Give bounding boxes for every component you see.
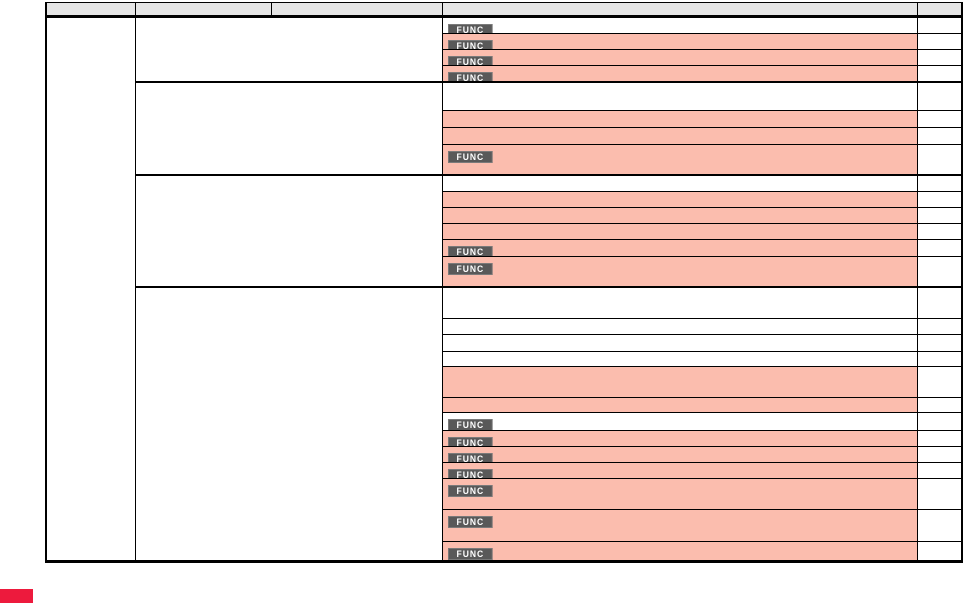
- page-number-cell: [918, 463, 961, 479]
- page-number-cell: [918, 479, 961, 510]
- header-cell-5: [918, 3, 961, 15]
- page-number-cell: [918, 288, 961, 319]
- table-body: FUNC FUNC FUNC FUNC FUNC FUNC FUNC FUNC FUNC FUNC…: [47, 18, 961, 560]
- table-row: FUNC: [443, 66, 918, 83]
- page-number-cell: [918, 224, 961, 240]
- page-number-cell: [918, 398, 961, 413]
- page-number-cell: [918, 257, 961, 288]
- page-number-cell: [918, 367, 961, 398]
- func-badge: FUNC: [448, 56, 493, 65]
- table-row: FUNC: [443, 18, 918, 34]
- header-cell-4: [443, 3, 918, 15]
- table-row: [443, 208, 918, 224]
- page-number-cell: [918, 111, 961, 128]
- section-cell-1: [136, 18, 443, 83]
- page-number-cell: [918, 50, 961, 66]
- left-column-cell: [47, 18, 136, 560]
- table-row: FUNC: [443, 145, 918, 176]
- table-row: [443, 335, 918, 352]
- page-number-cell: [918, 128, 961, 145]
- page-number-cell: [918, 18, 961, 34]
- table-row: [443, 176, 918, 192]
- func-badge: FUNC: [448, 485, 493, 497]
- page-number-cell: [918, 176, 961, 192]
- page-number-cell: [918, 319, 961, 335]
- page-number-cell: [918, 542, 961, 560]
- table-row: [443, 224, 918, 240]
- table-row: FUNC: [443, 463, 918, 479]
- header-cell-1: [47, 3, 136, 15]
- func-badge: FUNC: [448, 72, 493, 81]
- header-cell-2: [136, 3, 272, 15]
- header-cell-3: [272, 3, 443, 15]
- table-header: [47, 3, 961, 18]
- table-row: [443, 111, 918, 128]
- func-badge: FUNC: [448, 263, 493, 275]
- func-badge: FUNC: [448, 40, 493, 49]
- func-badge: FUNC: [448, 437, 493, 446]
- table-row: [443, 128, 918, 145]
- function-index-table: FUNC FUNC FUNC FUNC FUNC FUNC FUNC FUNC FUNC FUNC…: [45, 2, 963, 563]
- page-number-cell: [918, 83, 961, 111]
- page-number-cell: [918, 66, 961, 83]
- page-number-cell: [918, 145, 961, 176]
- func-badge: FUNC: [448, 548, 493, 560]
- page-number-cell: [918, 413, 961, 431]
- page-number-cell: [918, 431, 961, 447]
- func-badge: FUNC: [448, 246, 493, 256]
- table-row: FUNC: [443, 413, 918, 431]
- page-number-cell: [918, 192, 961, 208]
- func-badge: FUNC: [448, 24, 493, 33]
- page-marker: [0, 589, 33, 603]
- table-row: [443, 192, 918, 208]
- table-row: [443, 288, 918, 319]
- func-badge: FUNC: [448, 516, 493, 528]
- table-row: [443, 352, 918, 367]
- page-number-cell: [918, 352, 961, 367]
- table-row: [443, 319, 918, 335]
- table-row: FUNC: [443, 447, 918, 463]
- page-number-cell: [918, 208, 961, 224]
- table-row: [443, 367, 918, 398]
- table-row: FUNC: [443, 510, 918, 542]
- table-row: FUNC: [443, 50, 918, 66]
- page-number-cell: [918, 34, 961, 50]
- table-row: FUNC: [443, 257, 918, 288]
- table-row: FUNC: [443, 479, 918, 510]
- page-number-cell: [918, 240, 961, 257]
- table-row: [443, 83, 918, 111]
- func-badge: FUNC: [448, 151, 493, 163]
- table-row: FUNC: [443, 542, 918, 560]
- func-badge: FUNC: [448, 453, 493, 462]
- page-number-cell: [918, 510, 961, 542]
- table-row: FUNC: [443, 34, 918, 50]
- table-row: FUNC: [443, 240, 918, 257]
- section-cell-4: [136, 288, 443, 560]
- func-badge: FUNC: [448, 419, 493, 430]
- page-number-cell: [918, 335, 961, 352]
- table-row: FUNC: [443, 431, 918, 447]
- section-cell-3: [136, 176, 443, 288]
- func-badge: FUNC: [448, 469, 493, 478]
- table-row: [443, 398, 918, 413]
- page-number-cell: [918, 447, 961, 463]
- section-cell-2: [136, 83, 443, 176]
